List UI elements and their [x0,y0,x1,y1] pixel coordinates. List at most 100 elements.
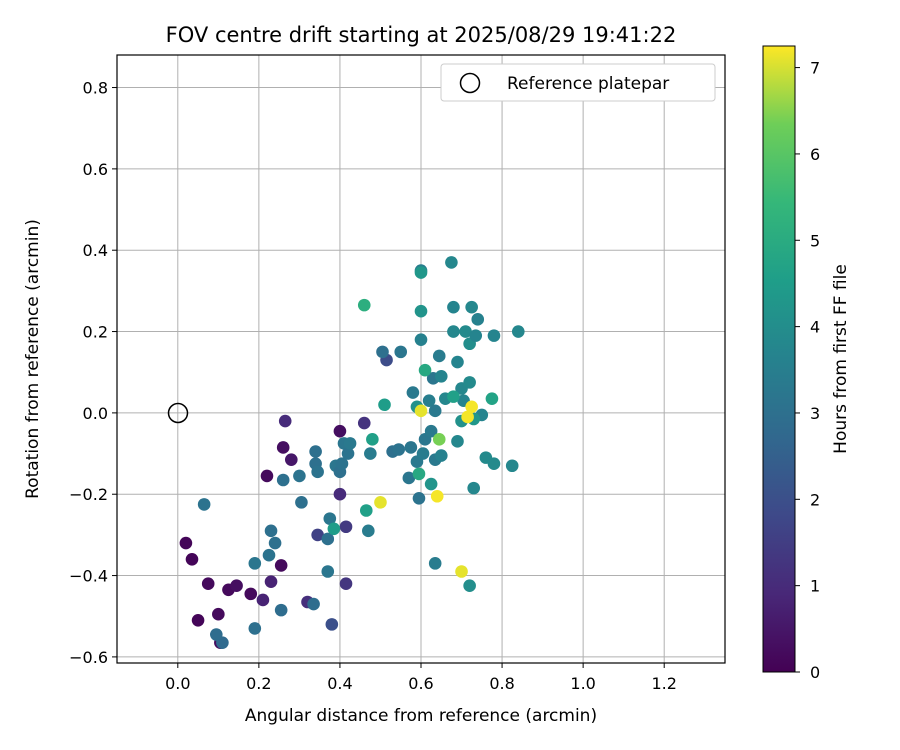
data-point [469,329,483,342]
data-point [274,559,288,572]
colorbar-gradient [762,45,796,673]
x-tick-label: 0.6 [408,674,433,693]
data-point [463,376,476,389]
y-tick-label: −0.4 [69,567,108,586]
data-point [451,435,464,448]
colorbar-tick-label: 3 [810,404,820,423]
data-point [471,313,485,326]
data-point [325,618,339,631]
data-point [357,416,371,430]
data-point [307,597,320,611]
data-point [210,628,223,641]
data-point [414,304,428,318]
data-point [248,557,262,570]
data-point [447,390,460,403]
data-point [434,369,448,383]
data-point [424,477,438,491]
data-point [404,441,418,454]
data-point [201,577,215,590]
colorbar-tick-label: 0 [810,663,820,682]
data-point [467,481,480,495]
data-point [364,447,377,460]
data-point [447,325,460,338]
data-point [416,447,430,460]
legend-marker [459,72,481,94]
x-axis-label: Angular distance from reference (arcmin) [245,706,597,726]
data-point [463,579,476,593]
y-tick-label: −0.6 [69,648,108,667]
colorbar-tick-label: 7 [810,59,820,78]
data-point [434,449,448,462]
data-point [414,333,428,346]
y-tick-label: 0.2 [83,323,108,342]
data-point [461,410,474,424]
data-point [428,557,442,570]
data-point [422,394,436,407]
data-point [418,363,432,377]
colorbar-label: Hours from first FF file [831,264,851,454]
data-point [455,565,468,578]
colorbar-tick-label: 1 [810,577,820,596]
data-point [309,445,322,458]
data-point [374,496,387,509]
y-tick-label: 0.0 [83,404,108,423]
data-point [432,433,446,446]
x-tick-label: 1.0 [570,674,595,693]
y-axis-ticks: −0.6 −0.4 −0.2 0.0 0.2 0.4 0.6 0.8 [69,79,117,667]
data-point [321,532,335,546]
data-point [197,498,211,511]
data-point [179,536,193,550]
data-point [394,345,408,359]
data-point [230,579,243,593]
data-point [487,329,501,342]
data-point [362,524,375,538]
data-point [465,300,478,314]
legend-label: Reference platepar [507,74,669,94]
data-point [333,424,347,438]
data-point [392,443,406,456]
data-point [414,266,428,279]
x-tick-label: 0.2 [246,674,271,693]
data-point [274,603,288,617]
data-point [293,469,306,483]
data-point [185,552,199,566]
data-point [412,467,426,481]
data-point [430,489,444,503]
data-point [264,524,278,538]
data-point [262,548,276,562]
data-point [339,520,353,534]
data-point [487,457,501,471]
data-point [412,491,426,505]
x-tick-label: 0.8 [489,674,514,693]
data-point [335,457,349,471]
y-axis-label: Rotation from reference (arcmin) [23,219,43,499]
data-point [341,447,355,460]
data-point [447,300,460,314]
data-point [428,404,442,418]
y-tick-label: 0.6 [83,160,108,179]
data-point [378,398,391,412]
data-point [511,325,525,338]
y-tick-label: −0.2 [69,485,108,504]
data-point [311,465,324,479]
data-point [256,593,270,607]
reference-platepar-marker [167,402,189,424]
colorbar-ticks: 0 1 2 3 4 5 6 7 [795,59,820,682]
data-point [376,345,389,359]
data-point [357,298,371,312]
x-axis-ticks: 0.0 0.2 0.4 0.6 0.8 1.0 1.2 [165,663,677,693]
colorbar-tick-label: 6 [810,145,820,164]
data-point [485,392,499,405]
data-point [284,453,298,466]
scatter-points [179,256,525,649]
x-tick-label: 1.2 [651,674,676,693]
data-point [276,473,290,487]
x-tick-label: 0.0 [165,674,190,693]
data-point [451,355,464,369]
data-point [406,386,420,399]
data-point [359,504,373,517]
data-point [402,471,416,485]
data-point [321,565,335,578]
data-point [311,528,324,542]
